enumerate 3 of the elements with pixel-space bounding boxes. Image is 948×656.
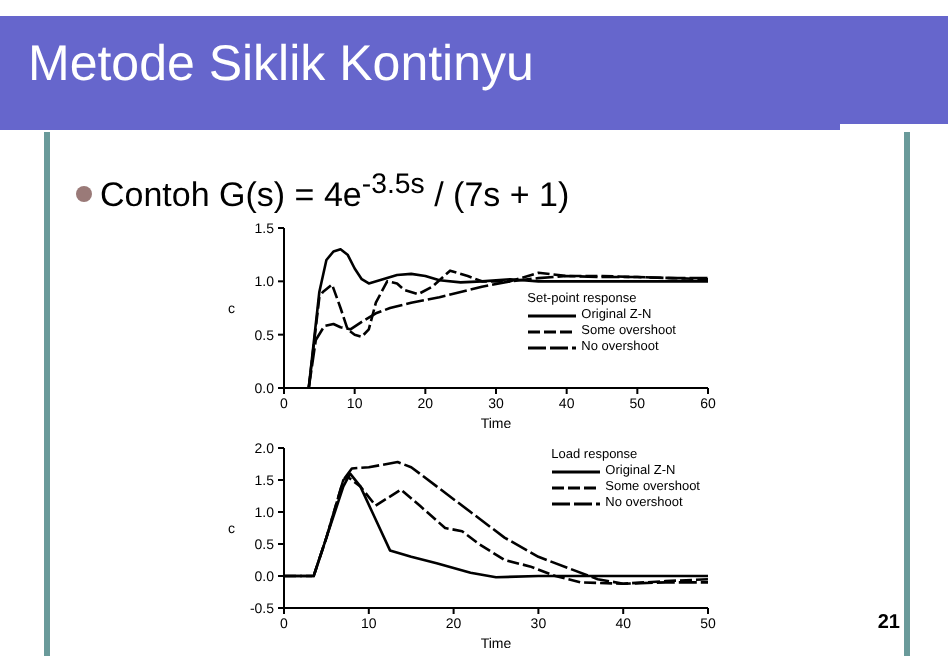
chart-subtitle: Contoh G(s) = 4e$^{-3.5s}$ / (7s + 1): [100, 168, 570, 214]
chart-title: Metode Siklik Kontinyu: [28, 36, 534, 94]
text: 21: [877, 612, 900, 634]
